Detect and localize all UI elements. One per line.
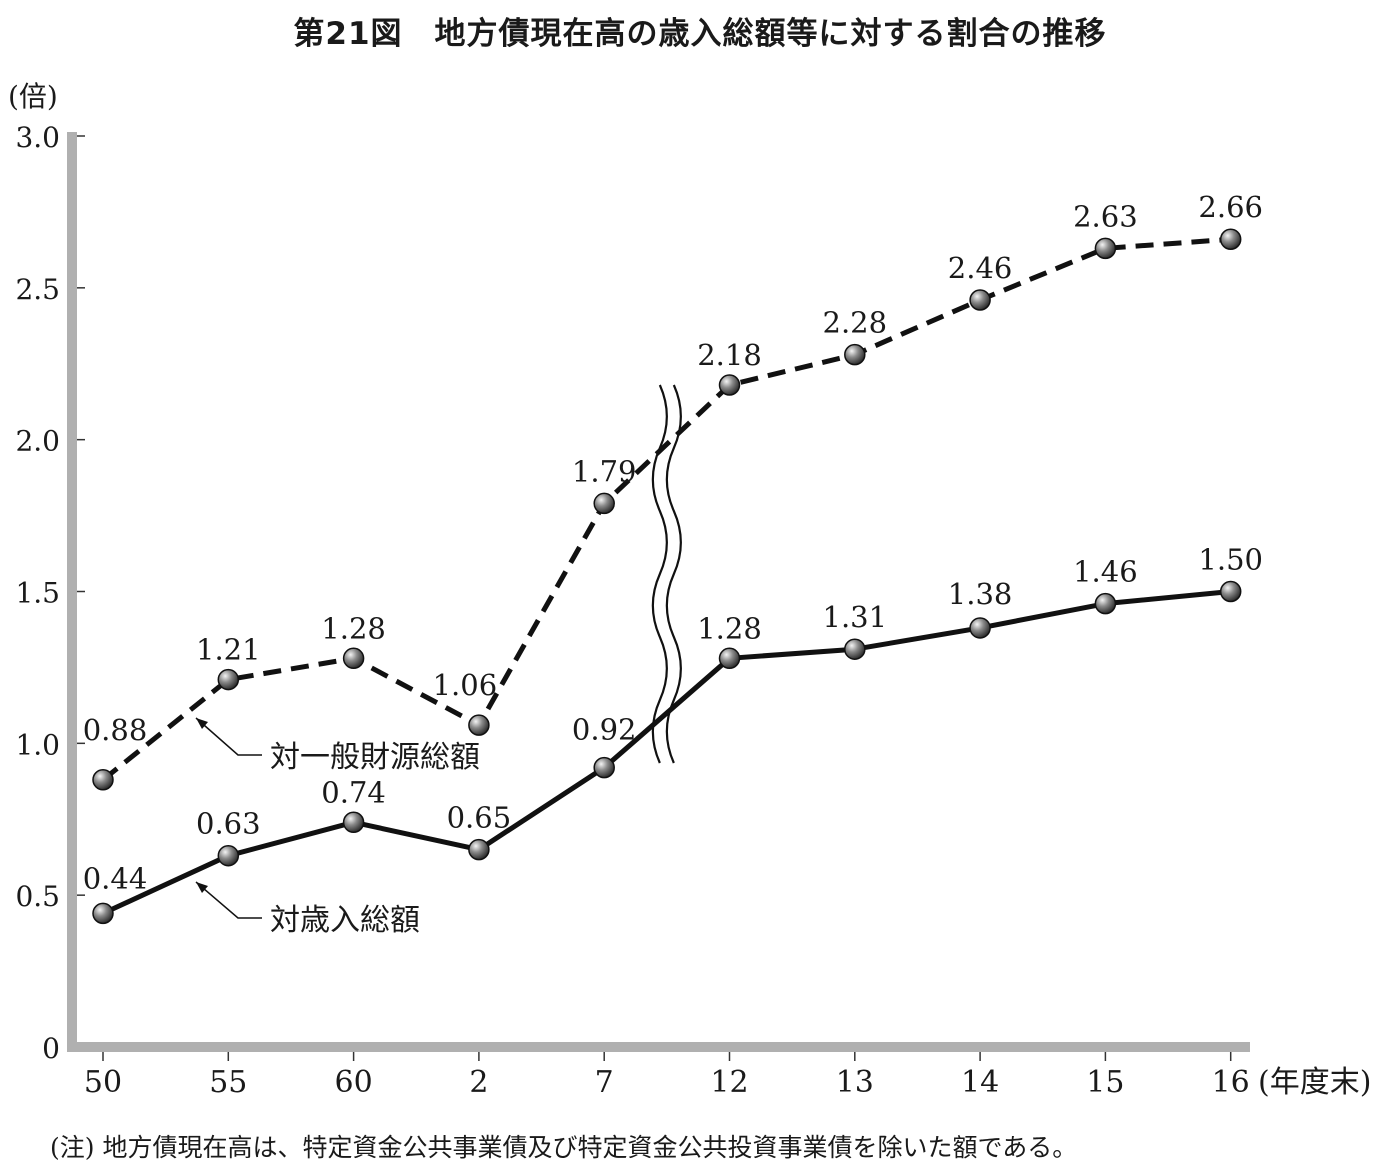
data-point (1094, 592, 1117, 615)
legend-arrowhead (196, 718, 208, 729)
y-tick-label: 1.0 (15, 728, 60, 761)
x-tick-label: 15 (1086, 1065, 1124, 1100)
axis-break-mark (651, 384, 668, 764)
data-point (1219, 228, 1242, 250)
y-tick-label: 3.0 (15, 121, 60, 154)
data-point (217, 668, 240, 691)
data-label: 2.66 (1198, 190, 1263, 224)
data-point (468, 838, 490, 861)
series-line (101, 589, 1231, 916)
x-tick-label: 55 (209, 1065, 247, 1100)
data-point (468, 714, 490, 736)
data-label: 2.18 (697, 338, 762, 372)
x-tick-label: 14 (961, 1065, 999, 1100)
axis-break-mark (665, 384, 682, 764)
data-point (593, 756, 615, 779)
x-tick-label: 60 (335, 1065, 373, 1100)
footnote: (注) 地方債現在高は、特定資金公共事業債及び特定資金公共投資事業債を除いた額で… (50, 1133, 1078, 1162)
data-point (593, 492, 615, 515)
data-point (92, 769, 114, 791)
data-label: 1.46 (1073, 555, 1138, 589)
x-tick-label: 12 (710, 1065, 748, 1100)
y-tick-label: 1.5 (15, 577, 60, 610)
data-label: 0.65 (447, 801, 512, 835)
legend-arrowhead (196, 882, 208, 893)
data-label: 1.79 (572, 454, 637, 488)
x-tick-label: 16 (1212, 1065, 1250, 1100)
x-tick-label: 2 (469, 1065, 488, 1100)
x-tick-label: 13 (836, 1065, 874, 1100)
series-line (101, 236, 1231, 782)
data-label: 0.88 (83, 713, 148, 747)
data-point (969, 617, 991, 639)
data-point (718, 647, 741, 670)
data-label: 1.21 (196, 633, 261, 667)
legend-label: 対一般財源総額 (270, 740, 480, 775)
data-label: 1.06 (433, 668, 498, 702)
data-label: 0.44 (83, 861, 148, 895)
y-tick-label: 2.0 (15, 425, 60, 458)
x-tick-label: 7 (595, 1065, 614, 1100)
y-tick-label: 0 (42, 1032, 60, 1065)
y-axis-label: (倍) (8, 80, 58, 113)
data-label: 1.28 (321, 611, 386, 645)
data-point (217, 844, 240, 867)
data-label: 1.50 (1198, 543, 1263, 577)
legend-leader-line (195, 881, 262, 919)
legend-leader-line (195, 717, 262, 756)
y-tick-label: 0.5 (15, 880, 60, 913)
data-label: 2.46 (948, 251, 1013, 285)
data-point (1094, 237, 1117, 260)
data-point (342, 811, 365, 834)
data-label: 1.31 (823, 600, 888, 634)
data-point (92, 902, 114, 925)
data-point (1219, 580, 1242, 603)
data-point (844, 638, 866, 660)
data-label: 0.74 (321, 775, 386, 809)
data-point (342, 647, 365, 670)
data-label: 0.92 (572, 713, 637, 747)
x-axis-label: (年度末) (1258, 1065, 1371, 1100)
data-label: 1.28 (697, 611, 762, 645)
data-label: 0.63 (196, 807, 261, 841)
y-tick-label: 2.5 (15, 273, 60, 306)
data-point (718, 374, 741, 396)
data-label: 2.28 (823, 306, 888, 340)
chart-title: 第21図 地方債現在高の歳入総額等に対する割合の推移 (293, 16, 1107, 52)
x-tick-label: 50 (84, 1065, 122, 1100)
legend-label: 対歳入総額 (270, 903, 420, 938)
data-label: 1.38 (948, 577, 1013, 611)
data-point (969, 289, 991, 311)
data-point (844, 343, 866, 366)
data-label: 2.63 (1073, 199, 1138, 233)
